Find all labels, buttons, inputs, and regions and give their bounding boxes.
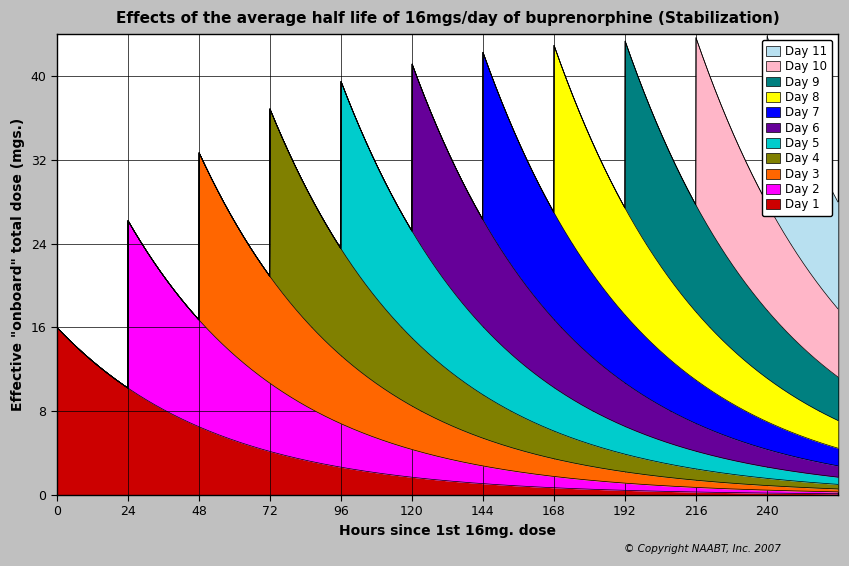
Y-axis label: Effective "onboard" total dose (mgs.): Effective "onboard" total dose (mgs.) bbox=[11, 118, 25, 411]
Legend: Day 11, Day 10, Day 9, Day 8, Day 7, Day 6, Day 5, Day 4, Day 3, Day 2, Day 1: Day 11, Day 10, Day 9, Day 8, Day 7, Day… bbox=[762, 40, 832, 216]
Text: © Copyright NAABT, Inc. 2007: © Copyright NAABT, Inc. 2007 bbox=[624, 544, 781, 554]
X-axis label: Hours since 1st 16mg. dose: Hours since 1st 16mg. dose bbox=[339, 524, 556, 538]
Title: Effects of the average half life of 16mgs/day of buprenorphine (Stabilization): Effects of the average half life of 16mg… bbox=[115, 11, 779, 26]
